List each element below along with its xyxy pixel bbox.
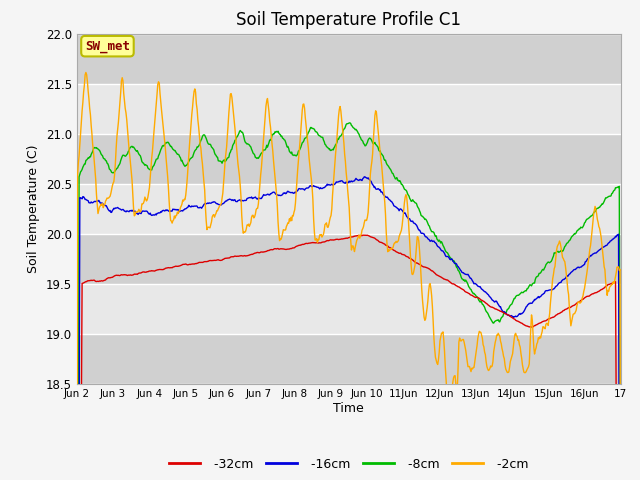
Bar [77, 184, 621, 234]
Y-axis label: Soil Temperature (C): Soil Temperature (C) [28, 144, 40, 273]
Legend:  -32cm,  -16cm,  -8cm,  -2cm: -32cm, -16cm, -8cm, -2cm [164, 453, 534, 476]
Bar [77, 84, 621, 134]
Bar [77, 334, 621, 384]
Title: Soil Temperature Profile C1: Soil Temperature Profile C1 [236, 11, 461, 29]
Bar [77, 134, 621, 184]
Text: SW_met: SW_met [85, 40, 130, 53]
Bar [77, 34, 621, 84]
Bar [77, 284, 621, 334]
X-axis label: Time: Time [333, 402, 364, 415]
Bar [77, 234, 621, 284]
